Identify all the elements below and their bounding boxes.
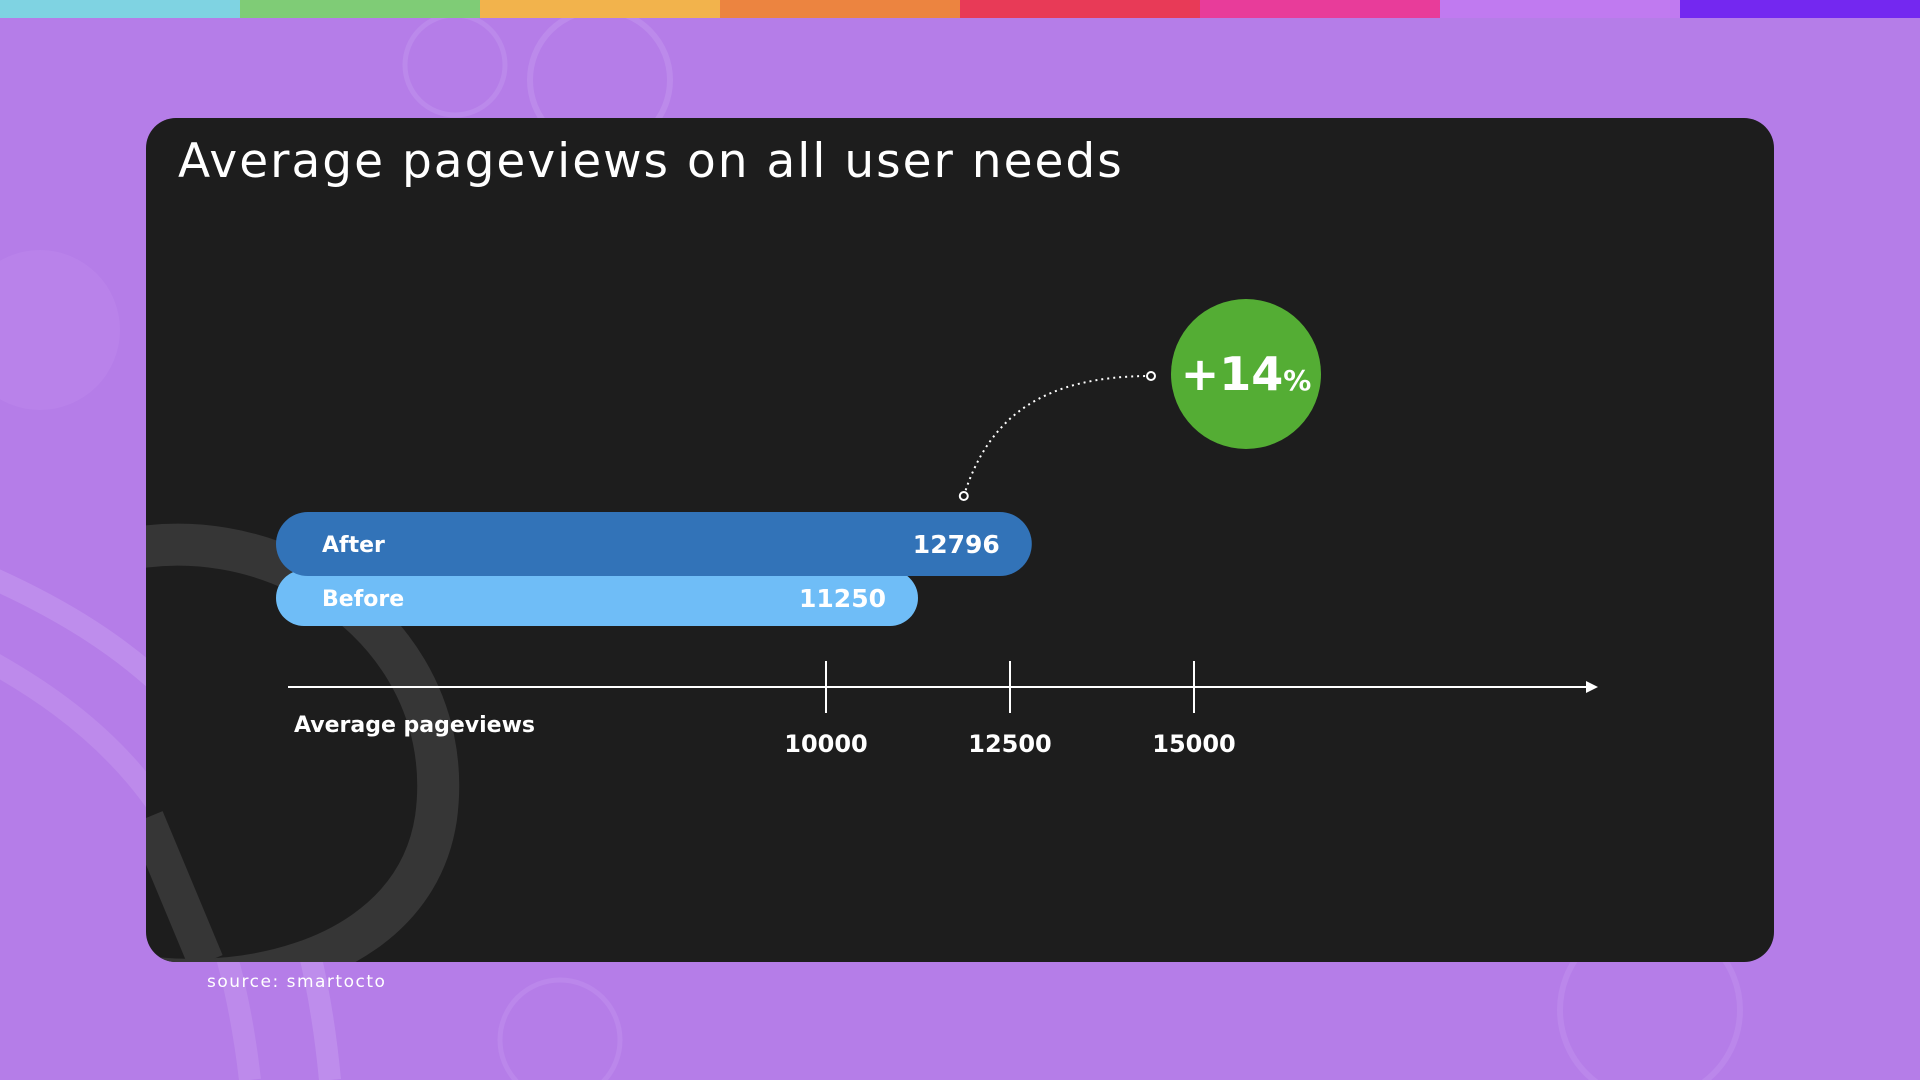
color-stripe-6 — [1200, 0, 1440, 18]
change-badge-text: +14% — [1181, 347, 1312, 401]
bar-before — [276, 570, 918, 626]
color-stripe-2 — [240, 0, 480, 18]
change-badge-unit: % — [1283, 364, 1311, 397]
bar-after — [276, 512, 1032, 576]
callout-start-dot — [958, 491, 969, 501]
bar-label-after: After — [322, 533, 385, 558]
callout-end-dot — [1146, 371, 1156, 381]
color-stripe-5 — [960, 0, 1200, 18]
color-stripe-1 — [0, 0, 240, 18]
x-tick-label-12500: 12500 — [968, 730, 1052, 758]
callout-connector — [962, 375, 1152, 497]
bar-label-before: Before — [322, 587, 404, 612]
top-color-stripes — [0, 0, 1920, 18]
change-badge-value: +14 — [1181, 347, 1284, 401]
color-stripe-3 — [480, 0, 720, 18]
color-stripe-4 — [720, 0, 960, 18]
bar-chart: Before 11250 After 12796 10000 12500 15000 Aver… — [276, 299, 1598, 758]
bar-value-after: 12796 — [913, 530, 1000, 559]
source-note: source: smartocto — [207, 972, 387, 992]
page-title: Average pageviews on all user needs — [178, 134, 1124, 189]
chart-card: Average pageviews on all user needs Befo… — [146, 118, 1774, 962]
x-axis-label: Average pageviews — [294, 713, 535, 738]
bar-value-before: 11250 — [799, 584, 886, 613]
x-tick-label-10000: 10000 — [784, 730, 868, 758]
x-tick-label-15000: 15000 — [1152, 730, 1236, 758]
color-stripe-7 — [1440, 0, 1680, 18]
x-axis-arrow-icon — [1586, 681, 1598, 693]
change-badge — [1171, 299, 1321, 449]
card-decoration — [146, 523, 460, 962]
color-stripe-8 — [1680, 0, 1920, 18]
